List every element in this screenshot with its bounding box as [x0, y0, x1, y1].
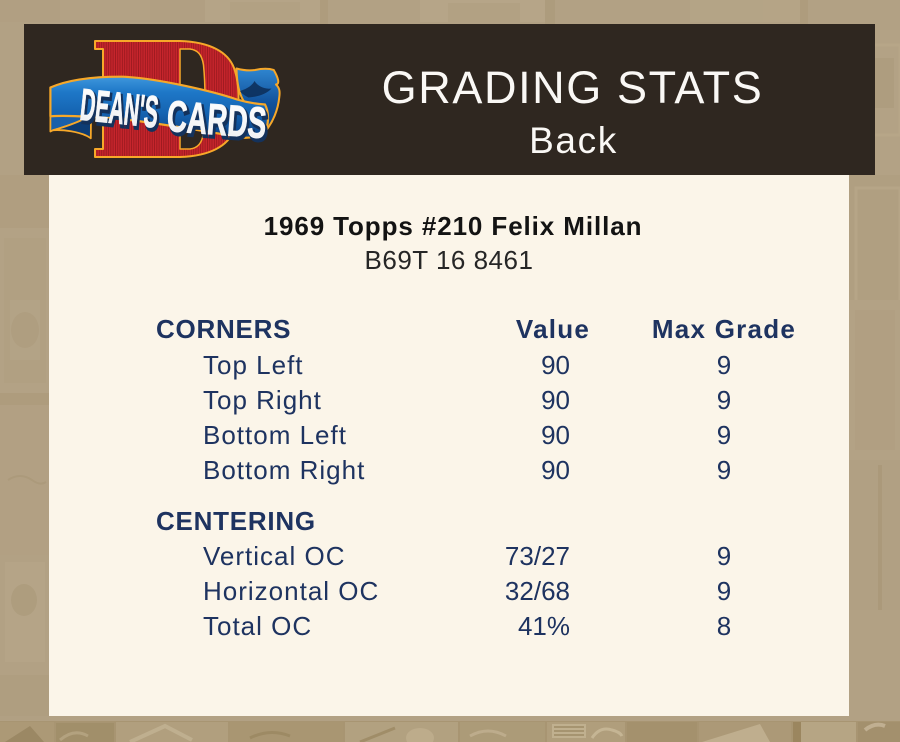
svg-text:DEAN'S: DEAN'S: [78, 79, 161, 138]
svg-text:CARDS: CARDS: [167, 95, 270, 151]
svg-text:CARDS: CARDS: [165, 92, 268, 148]
svg-text:DEAN'S: DEAN'S: [80, 82, 163, 141]
